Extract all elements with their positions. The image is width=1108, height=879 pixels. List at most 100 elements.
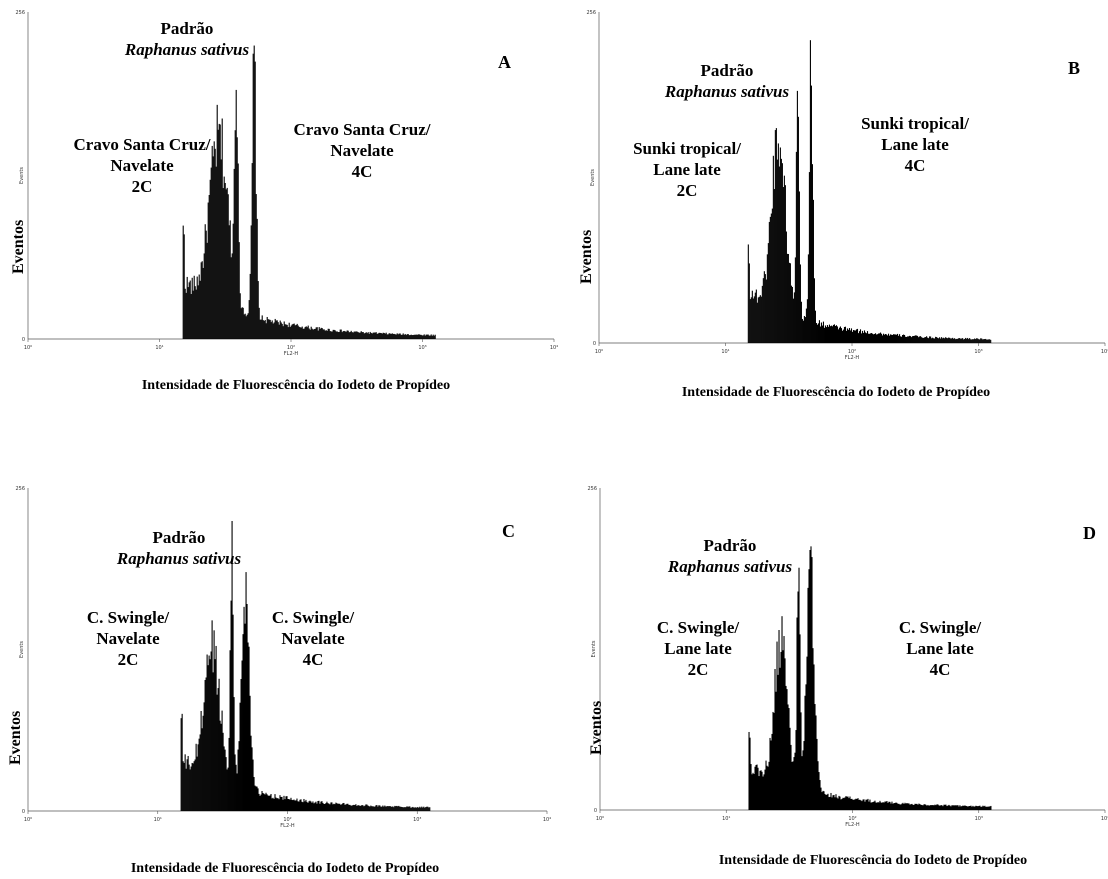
histogram-bin — [260, 319, 262, 339]
histogram-bin — [429, 807, 431, 811]
histogram-bin — [284, 324, 286, 339]
histogram-bin — [888, 801, 890, 810]
histogram-bin — [912, 804, 914, 810]
histogram-bin — [871, 333, 874, 343]
histogram-bin — [797, 116, 799, 343]
histogram-bin — [233, 168, 235, 339]
histogram-bin — [356, 805, 358, 811]
histogram-bin — [814, 704, 816, 810]
histogram-bin — [896, 802, 898, 810]
histogram-bin — [917, 335, 919, 343]
histogram-bin — [298, 326, 300, 339]
histogram-bin — [378, 805, 380, 811]
histogram-bin — [918, 803, 920, 810]
histogram-bin — [782, 187, 784, 343]
histogram-bin — [784, 658, 786, 810]
histogram-bin — [839, 326, 842, 343]
histogram-bin — [350, 330, 352, 339]
histogram-bin — [231, 253, 233, 339]
histogram-bin — [259, 795, 261, 811]
histogram-bin — [205, 677, 207, 811]
histogram-bin — [290, 797, 292, 811]
histogram-bin — [217, 129, 219, 339]
histogram-bin — [786, 689, 788, 810]
histogram-bin — [761, 771, 763, 810]
histogram-bin — [399, 806, 401, 811]
histogram-bin — [877, 333, 880, 343]
histogram-bin — [824, 325, 826, 343]
histogram-bin — [405, 807, 407, 811]
histogram-bin — [764, 274, 766, 343]
histogram-bin — [238, 242, 240, 339]
histogram-bin — [354, 805, 356, 811]
histogram-bin — [798, 191, 800, 343]
histogram-bin — [856, 799, 858, 810]
histogram-bin — [887, 802, 889, 810]
histogram-bin — [847, 796, 849, 810]
histogram-bin — [837, 798, 839, 810]
histogram-bin — [322, 329, 324, 339]
histogram-bin — [820, 322, 822, 343]
histogram-bin — [948, 804, 950, 810]
histogram-bin — [205, 230, 207, 339]
histogram-bin — [826, 794, 828, 810]
histogram-bin — [255, 786, 257, 811]
g1-line2: Lane late — [653, 160, 721, 179]
histogram-bin — [940, 338, 942, 343]
histogram-bin — [766, 765, 768, 810]
histogram-bin — [252, 759, 254, 811]
histogram-bin — [817, 761, 819, 810]
g1-line3: 2C — [676, 181, 698, 200]
histogram-bin — [291, 799, 293, 811]
histogram-bin — [966, 338, 968, 343]
histogram-bin — [897, 803, 899, 810]
histogram-bin — [372, 806, 374, 811]
g2-line3: 4C — [302, 650, 324, 669]
histogram-bin — [859, 329, 862, 343]
histogram-bin — [958, 338, 960, 343]
histogram-bin — [845, 330, 848, 343]
histogram-bin — [861, 330, 864, 343]
histogram-bin — [331, 802, 333, 811]
histogram-bin — [220, 159, 222, 339]
g2-line1: Cravo Santa Cruz/ — [293, 120, 431, 139]
histogram-bin — [317, 330, 319, 339]
histogram-bin — [195, 743, 197, 811]
histogram-bin — [346, 330, 348, 339]
histogram-bin — [921, 337, 923, 343]
histogram-bin — [771, 733, 773, 810]
histogram-bin — [892, 334, 895, 343]
histogram-bin — [313, 803, 315, 811]
histogram-bin — [330, 331, 332, 339]
histogram-bin — [968, 339, 970, 343]
histogram-bin — [840, 328, 843, 343]
histogram-bin — [790, 744, 792, 810]
histogram-bin — [187, 287, 189, 339]
histogram-bin — [385, 806, 387, 811]
histogram-bin — [211, 145, 213, 339]
histogram-bin — [827, 326, 829, 343]
histogram-bin — [846, 796, 848, 810]
histogram-bin — [926, 805, 928, 810]
histogram-bin — [230, 257, 232, 339]
histogram-bin — [331, 331, 333, 339]
histogram-bin — [251, 747, 253, 811]
histogram-bin — [352, 332, 354, 339]
histogram-bin — [356, 331, 358, 339]
histogram-bin — [818, 320, 820, 343]
histogram-bin — [215, 645, 217, 811]
histogram-bin — [262, 320, 264, 339]
histogram-bin — [878, 802, 880, 810]
histogram-bin — [922, 337, 924, 343]
histogram-bin — [320, 801, 322, 811]
histogram-bin — [920, 336, 922, 343]
histogram-bin — [196, 756, 198, 811]
histogram-bin — [269, 319, 271, 339]
histogram-bin — [985, 806, 987, 810]
histogram-bin — [283, 795, 285, 811]
histogram-bin — [426, 806, 428, 811]
histogram-bin — [876, 334, 879, 343]
histogram-bin — [812, 199, 814, 343]
histogram-bin — [943, 337, 945, 343]
histogram-bin — [851, 798, 853, 810]
